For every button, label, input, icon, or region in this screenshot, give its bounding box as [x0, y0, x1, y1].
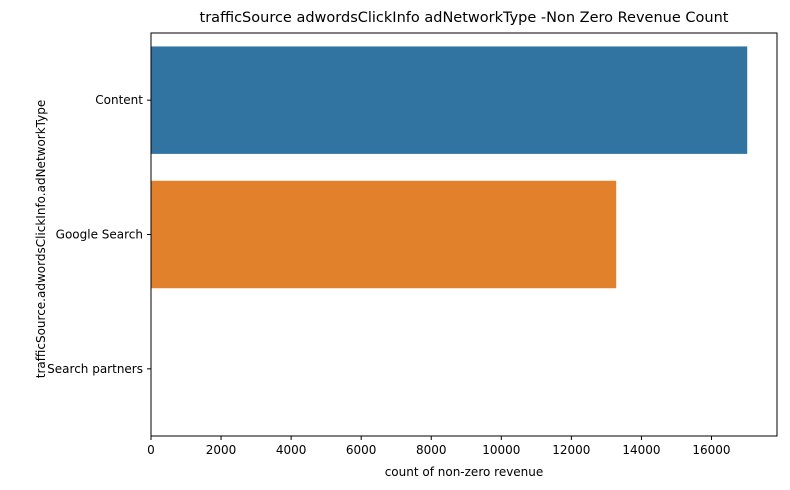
x-tick-label: 14000: [622, 443, 660, 457]
plot-frame: [150, 32, 778, 437]
x-tick-label: 4000: [276, 443, 307, 457]
x-axis-label: count of non-zero revenue: [385, 465, 544, 479]
y-tick-label: Content: [95, 93, 143, 107]
y-tick-label: Search partners: [47, 362, 143, 376]
y-axis-label: trafficSource.adwordsClickInfo.adNetwork…: [34, 100, 48, 378]
bar-google-search: [151, 180, 617, 289]
x-tick-label: 2000: [206, 443, 237, 457]
y-tick-label: Google Search: [56, 228, 143, 242]
x-tick-label: 8000: [416, 443, 447, 457]
x-tick-label: 16000: [692, 443, 730, 457]
bar-content: [151, 46, 748, 154]
x-tick-label: 10000: [482, 443, 520, 457]
x-tick-label: 12000: [552, 443, 590, 457]
x-tick-label: 0: [147, 443, 155, 457]
chart-title: trafficSource adwordsClickInfo adNetwork…: [200, 10, 729, 26]
plot-area: Content Google Search Search partners 0 2000…: [47, 32, 778, 457]
x-tick-label: 6000: [346, 443, 377, 457]
